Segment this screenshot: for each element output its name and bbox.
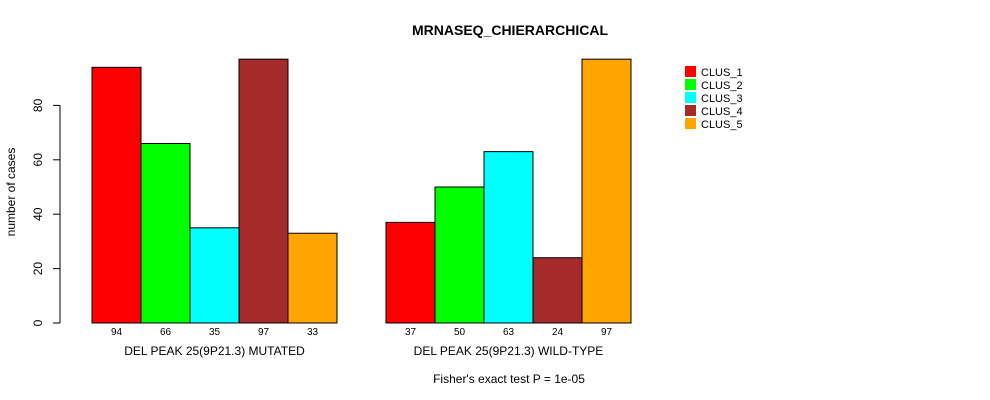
bar-clus-3 [483, 151, 534, 324]
y-axis: 0 20 40 60 80 [31, 98, 61, 326]
legend-label: CLUS_4 [701, 106, 743, 118]
legend-label: CLUS_5 [701, 119, 743, 131]
bar-clus-2 [140, 142, 191, 324]
bar-clus-2 [434, 186, 485, 324]
bar-clus-4 [238, 58, 289, 324]
y-axis-label: number of cases [4, 148, 18, 237]
bar-clus-1 [385, 221, 436, 324]
chart-title: MRNASEQ_CHIERARCHICAL [412, 22, 608, 38]
group-label: DEL PEAK 25(9P21.3) MUTATED [124, 344, 305, 358]
bar-clus-4 [532, 257, 583, 324]
bar-value-label: 35 [209, 327, 221, 338]
fisher-test-note: Fisher's exact test P = 1e-05 [433, 372, 585, 386]
bar-value-label: 37 [405, 327, 417, 338]
y-tick-label: 40 [31, 207, 45, 221]
bar-value-label: 24 [552, 327, 564, 338]
legend-swatch [685, 92, 696, 103]
legend-swatch [685, 105, 696, 116]
bar-clus-5 [581, 58, 632, 324]
legend-label: CLUS_3 [701, 93, 743, 105]
y-tick-label: 0 [31, 319, 45, 326]
legend-swatch [685, 66, 696, 77]
bar-clus-1 [91, 66, 142, 324]
bar-value-label: 97 [258, 327, 270, 338]
y-tick-label: 80 [31, 98, 45, 112]
bar-value-label: 50 [454, 327, 466, 338]
y-tick-label: 60 [31, 153, 45, 167]
group-label: DEL PEAK 25(9P21.3) WILD-TYPE [414, 344, 604, 358]
bar-value-label: 97 [601, 327, 613, 338]
bar-value-label: 63 [503, 327, 515, 338]
legend-swatch [685, 118, 696, 129]
bar-clus-3 [189, 227, 240, 324]
legend-swatch [685, 79, 696, 90]
bar-value-label: 94 [111, 327, 123, 338]
bar-clus-5 [287, 232, 338, 324]
bar-value-label: 33 [307, 327, 319, 338]
legend-label: CLUS_1 [701, 67, 743, 79]
legend-label: CLUS_2 [701, 80, 743, 92]
bar-value-label: 66 [160, 327, 172, 338]
y-tick-label: 20 [31, 262, 45, 276]
